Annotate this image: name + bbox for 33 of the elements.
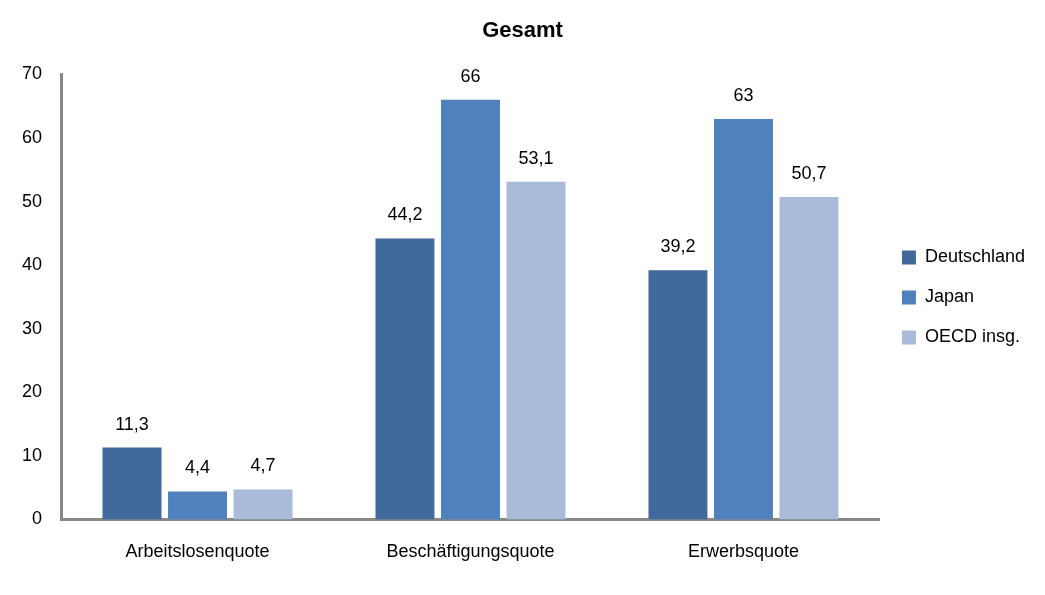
data-label: 39,2 bbox=[660, 236, 696, 257]
data-label: 53,1 bbox=[518, 147, 554, 168]
bar bbox=[233, 489, 293, 520]
legend-label: OECD insg. bbox=[924, 326, 1020, 347]
bar bbox=[102, 447, 162, 520]
bar bbox=[168, 491, 227, 520]
bar bbox=[441, 99, 500, 520]
chart-title: Gesamt bbox=[482, 17, 564, 43]
bar bbox=[375, 238, 435, 520]
y-tick-label: 20 bbox=[21, 381, 43, 402]
x-tick-label: Beschäftigungsquote bbox=[386, 541, 555, 562]
bar bbox=[648, 270, 708, 520]
legend-label: Japan bbox=[924, 286, 974, 307]
y-tick-label: 30 bbox=[21, 317, 43, 338]
data-label: 44,2 bbox=[387, 204, 423, 225]
y-tick-label: 60 bbox=[21, 126, 43, 147]
y-tick-label: 0 bbox=[32, 508, 43, 529]
bar bbox=[713, 118, 773, 520]
y-tick-label: 70 bbox=[21, 63, 43, 84]
legend-label: Deutschland bbox=[924, 246, 1026, 267]
x-tick-label: Erwerbsquote bbox=[687, 541, 799, 562]
data-label: 11,3 bbox=[115, 413, 149, 434]
data-label: 50,7 bbox=[791, 163, 827, 184]
data-label: 4,4 bbox=[184, 457, 211, 478]
y-tick-label: 10 bbox=[21, 444, 43, 465]
y-tick-label: 40 bbox=[21, 254, 43, 275]
data-label: 66 bbox=[460, 65, 481, 86]
bar bbox=[506, 181, 566, 520]
data-label: 4,7 bbox=[250, 455, 276, 476]
x-tick-label: Arbeitslosenquote bbox=[125, 541, 270, 562]
data-label: 63 bbox=[733, 84, 754, 105]
bar bbox=[779, 197, 839, 520]
y-tick-label: 50 bbox=[21, 190, 43, 211]
